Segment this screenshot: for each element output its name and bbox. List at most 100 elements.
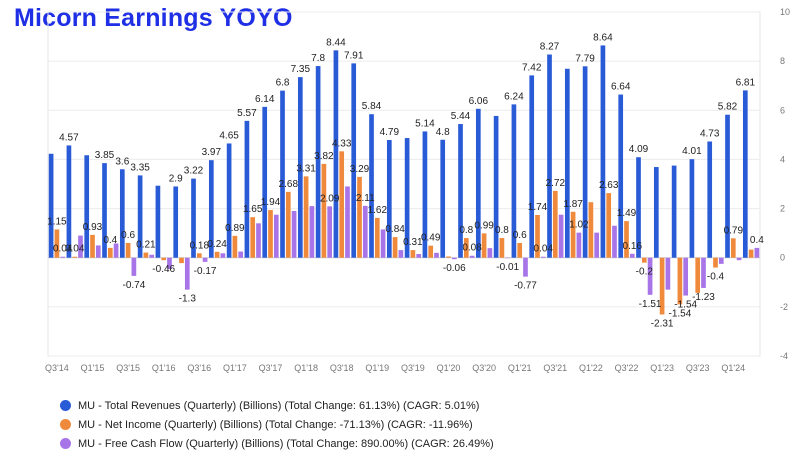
bar-net-income xyxy=(143,252,149,258)
data-label-free-cash-flow: -1.23 xyxy=(692,292,715,303)
data-label-net-income: 0.8 xyxy=(459,225,473,236)
data-label-free-cash-flow: 2.09 xyxy=(320,193,340,204)
bar-revenue xyxy=(84,155,90,258)
data-label-free-cash-flow: -0.17 xyxy=(194,266,217,277)
x-tick-label: Q3'19 xyxy=(401,363,425,373)
x-tick-label: Q3'22 xyxy=(615,363,639,373)
data-label-free-cash-flow: 0.04 xyxy=(534,244,554,255)
data-label-free-cash-flow: -0.74 xyxy=(122,280,145,291)
bar-revenue xyxy=(689,159,695,258)
data-label-net-income: 3.82 xyxy=(314,151,334,162)
bar-net-income xyxy=(339,151,345,258)
bar-revenue xyxy=(582,66,588,258)
bar-net-income xyxy=(250,217,256,258)
data-label-revenue: 5.44 xyxy=(451,111,471,122)
x-tick-label: Q1'15 xyxy=(81,363,105,373)
legend-item-net-income[interactable]: MU - Net Income (Quarterly) (Billions) (… xyxy=(60,415,494,434)
x-tick-label: Q3'16 xyxy=(187,363,211,373)
bar-net-income xyxy=(428,245,434,258)
data-label-net-income: 0.31 xyxy=(403,237,423,248)
bar-free-cash-flow xyxy=(683,257,689,296)
bar-revenue xyxy=(48,153,54,258)
legend-item-revenues[interactable]: MU - Total Revenues (Quarterly) (Billion… xyxy=(60,396,494,415)
data-label-net-income: 0.89 xyxy=(225,223,245,234)
bar-revenue xyxy=(458,124,463,258)
data-label-revenue: 4.73 xyxy=(700,128,720,139)
bar-revenue xyxy=(155,185,161,258)
legend-swatch-net-income xyxy=(60,419,71,430)
x-tick-label: Q3'20 xyxy=(472,363,496,373)
bar-net-income xyxy=(481,233,487,258)
x-tick-label: Q1'18 xyxy=(294,363,318,373)
bar-net-income xyxy=(535,214,540,258)
bar-revenue xyxy=(475,108,481,258)
bar-free-cash-flow xyxy=(523,257,528,277)
bar-free-cash-flow xyxy=(60,256,66,258)
data-label-revenue: 6.64 xyxy=(611,82,631,93)
data-label-net-income: -2.31 xyxy=(651,318,674,329)
data-label-net-income: -0.2 xyxy=(636,267,654,278)
data-label-net-income: 0.84 xyxy=(385,224,405,235)
bar-free-cash-flow xyxy=(540,256,546,258)
bar-revenue xyxy=(66,145,72,258)
bar-revenue xyxy=(440,139,446,258)
bar-revenue xyxy=(725,114,730,258)
bar-revenue xyxy=(191,178,196,258)
bar-net-income xyxy=(552,190,558,258)
x-tick-label: Q3'21 xyxy=(543,363,567,373)
legend-item-free-cash-flow[interactable]: MU - Free Cash Flow (Quarterly) (Billion… xyxy=(60,434,494,453)
bar-net-income xyxy=(90,234,95,258)
bar-net-income xyxy=(268,210,273,258)
data-label-revenue: 5.57 xyxy=(237,108,257,119)
bar-net-income xyxy=(392,237,398,258)
bar-revenue xyxy=(404,138,410,258)
bar-free-cash-flow xyxy=(665,257,671,290)
data-label-revenue: 3.35 xyxy=(130,162,150,173)
bar-revenue xyxy=(547,54,552,258)
bar-free-cash-flow xyxy=(327,206,333,258)
data-label-net-income: 1.94 xyxy=(261,197,281,208)
chart-legend: MU - Total Revenues (Quarterly) (Billion… xyxy=(60,396,494,453)
data-label-net-income: 0.93 xyxy=(83,222,103,233)
data-label-free-cash-flow: 2.11 xyxy=(356,193,375,204)
data-label-revenue: 4.09 xyxy=(629,144,649,155)
bar-net-income xyxy=(54,229,60,258)
bar-revenue xyxy=(333,50,339,258)
data-label-revenue: 6.81 xyxy=(736,77,756,88)
bar-free-cash-flow xyxy=(220,253,226,258)
bar-free-cash-flow xyxy=(167,257,172,270)
data-label-free-cash-flow: 0.16 xyxy=(623,241,643,252)
data-label-free-cash-flow: 0.08 xyxy=(462,243,482,254)
bar-free-cash-flow xyxy=(238,251,244,258)
data-label-revenue: 6.14 xyxy=(255,94,275,105)
x-tick-label: Q3'14 xyxy=(45,363,69,373)
data-label-net-income: 1.15 xyxy=(47,216,67,227)
bar-revenue xyxy=(173,186,179,258)
data-label-net-income: 0.79 xyxy=(724,225,744,236)
data-label-net-income: 2.68 xyxy=(279,179,299,190)
bar-free-cash-flow xyxy=(451,257,457,260)
bar-free-cash-flow xyxy=(487,248,493,258)
bar-net-income xyxy=(196,253,202,258)
data-label-revenue: 3.85 xyxy=(95,150,115,161)
x-tick-label: Q1'21 xyxy=(508,363,532,373)
data-label-revenue: 5.82 xyxy=(718,102,738,113)
data-label-revenue: 6.24 xyxy=(504,91,524,102)
bar-revenue xyxy=(618,94,624,258)
data-label-net-income: 0.24 xyxy=(207,239,227,250)
bar-free-cash-flow xyxy=(576,232,582,258)
data-label-revenue: 7.42 xyxy=(522,62,542,73)
data-label-net-income: 0.49 xyxy=(421,233,441,244)
data-label-net-income: 2.72 xyxy=(546,178,566,189)
bar-net-income xyxy=(659,257,665,315)
bar-net-income xyxy=(570,211,576,258)
bar-free-cash-flow xyxy=(149,254,155,258)
data-label-free-cash-flow: -0.77 xyxy=(514,281,537,292)
x-tick-label: Q1'19 xyxy=(365,363,389,373)
bar-net-income xyxy=(285,191,291,258)
bar-net-income xyxy=(677,257,683,305)
bar-revenue xyxy=(315,66,321,258)
data-label-revenue: 7.79 xyxy=(575,53,595,64)
bar-free-cash-flow xyxy=(754,247,760,258)
data-label-free-cash-flow: -0.01 xyxy=(496,262,519,273)
